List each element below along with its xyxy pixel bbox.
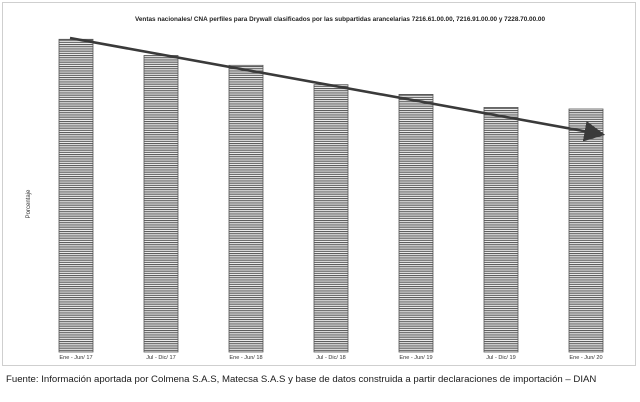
x-tick-label-1: Ene - Jun/ 17	[59, 355, 92, 361]
bar-chart: Ene - Jun/ 17 Jul - Dic/ 17 Ene - Jun/ 18 J…	[26, 36, 606, 361]
bar-5	[398, 94, 434, 353]
trend-arrow	[69, 36, 606, 142]
bar-3	[228, 64, 264, 353]
bars-group	[58, 38, 604, 353]
chart-title: Ventas nacionales/ CNA perfiles para Dry…	[134, 16, 546, 23]
x-tick-label-5: Ene - Jun/ 19	[399, 355, 432, 361]
chart-frame	[2, 2, 636, 366]
x-tick-label-2: Jul - Dic/ 17	[146, 355, 176, 361]
x-tick-labels: Ene - Jun/ 17 Jul - Dic/ 17 Ene - Jun/ 18 J…	[59, 355, 602, 361]
bar-7	[568, 108, 604, 353]
source-note: Fuente: Información aportada por Colmena…	[6, 374, 597, 385]
x-tick-label-6: Jul - Dic/ 19	[486, 355, 516, 361]
bar-4	[313, 84, 349, 353]
bar-1	[58, 38, 94, 353]
bar-6	[483, 107, 519, 353]
x-tick-label-4: Jul - Dic/ 18	[316, 355, 346, 361]
x-tick-label-3: Ene - Jun/ 18	[229, 355, 262, 361]
bar-2	[143, 55, 179, 353]
y-axis-label: Porcentaje	[26, 189, 32, 218]
x-tick-label-7: Ene - Jun/ 20	[569, 355, 602, 361]
